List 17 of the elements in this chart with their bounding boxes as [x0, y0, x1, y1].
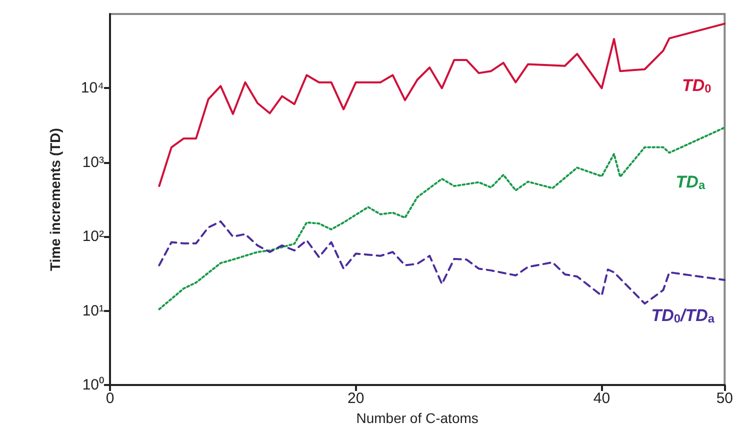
y-axis-title: Time increments (TD)	[47, 128, 63, 271]
x-tick-label: 0	[106, 390, 114, 407]
x-axis-title: Number of C-atoms	[356, 410, 478, 426]
y-tick-label: 10¹	[82, 302, 104, 320]
line-series	[158, 220, 726, 305]
y-tick-label: 10²	[82, 228, 104, 246]
x-tick-label: 20	[348, 390, 364, 407]
line-series	[158, 126, 726, 310]
x-tick-label: 50	[716, 390, 733, 407]
y-tick-label: 10⁴	[80, 80, 104, 97]
series-label: TD0	[682, 76, 712, 96]
y-tick-label: 10³	[82, 154, 104, 171]
y-tick-label: 10⁰	[82, 376, 104, 394]
series-label: TD0/TDa	[651, 306, 715, 326]
line-series	[158, 22, 726, 188]
series-label: TDa	[676, 172, 706, 192]
x-tick-label: 40	[593, 390, 610, 407]
